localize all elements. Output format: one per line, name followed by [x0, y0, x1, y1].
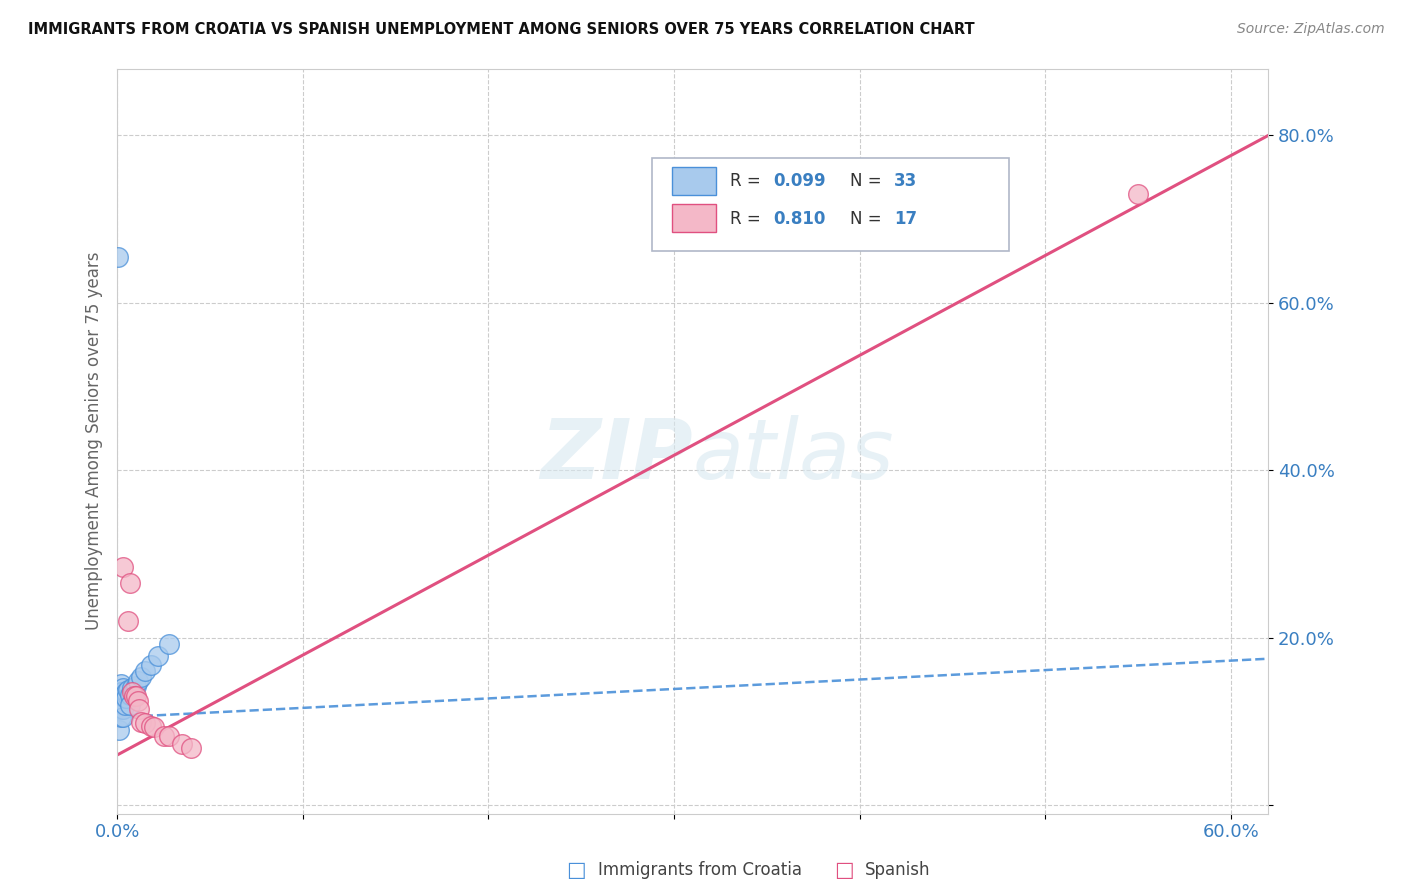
Point: [125, 679, 148, 693]
Point: [111, 690, 134, 704]
Point: [117, 614, 139, 628]
Point: [157, 729, 180, 743]
Point: [110, 677, 132, 691]
Point: [111, 710, 134, 724]
Point: [110, 710, 132, 724]
Text: □: □: [834, 860, 853, 880]
Point: [121, 685, 143, 699]
Point: [115, 691, 138, 706]
Point: [110, 702, 132, 716]
FancyBboxPatch shape: [652, 158, 1010, 251]
Text: Immigrants from Croatia: Immigrants from Croatia: [598, 861, 801, 879]
Text: R =: R =: [730, 210, 765, 228]
Point: [139, 657, 162, 672]
Point: [111, 698, 134, 712]
Point: [108, 723, 131, 737]
Text: Source: ZipAtlas.com: Source: ZipAtlas.com: [1237, 22, 1385, 37]
Point: [121, 681, 143, 695]
Text: Spanish: Spanish: [865, 861, 931, 879]
FancyBboxPatch shape: [672, 204, 716, 233]
Point: [143, 720, 166, 734]
Point: [115, 685, 138, 699]
Point: [122, 690, 145, 704]
Point: [134, 716, 156, 731]
Text: IMMIGRANTS FROM CROATIA VS SPANISH UNEMPLOYMENT AMONG SENIORS OVER 75 YEARS CORR: IMMIGRANTS FROM CROATIA VS SPANISH UNEMP…: [28, 22, 974, 37]
Point: [120, 688, 142, 702]
Point: [146, 649, 169, 664]
Point: [131, 714, 153, 729]
Text: 17: 17: [894, 210, 917, 228]
Point: [120, 576, 142, 591]
Text: N =: N =: [851, 210, 887, 228]
Point: [139, 719, 162, 733]
Point: [111, 702, 134, 716]
Point: [117, 682, 139, 697]
Point: [112, 690, 135, 704]
Point: [114, 691, 136, 706]
Text: atlas: atlas: [693, 416, 894, 497]
Text: 0.099: 0.099: [773, 172, 825, 190]
Point: [108, 702, 131, 716]
Point: [108, 693, 131, 707]
Text: N =: N =: [851, 172, 887, 190]
Point: [152, 729, 174, 743]
Point: [180, 741, 202, 756]
Text: □: □: [567, 860, 586, 880]
Point: [120, 698, 142, 712]
Point: [114, 698, 136, 712]
Point: [128, 702, 150, 716]
Y-axis label: Unemployment Among Seniors over 75 years: Unemployment Among Seniors over 75 years: [86, 252, 103, 631]
Point: [131, 670, 153, 684]
Point: [134, 665, 156, 679]
Point: [1128, 187, 1150, 202]
Text: ZIP: ZIP: [540, 416, 693, 497]
Point: [127, 674, 149, 689]
Point: [111, 685, 134, 699]
Text: 33: 33: [894, 172, 917, 190]
Point: [127, 693, 149, 707]
Point: [107, 250, 129, 264]
Point: [110, 685, 132, 699]
Point: [111, 681, 134, 695]
Text: 0.810: 0.810: [773, 210, 825, 228]
Point: [114, 687, 136, 701]
FancyBboxPatch shape: [672, 167, 716, 195]
Point: [111, 559, 134, 574]
Point: [125, 690, 148, 704]
Point: [157, 638, 180, 652]
Text: R =: R =: [730, 172, 765, 190]
Point: [122, 683, 145, 698]
Point: [110, 693, 132, 707]
Point: [172, 737, 194, 751]
